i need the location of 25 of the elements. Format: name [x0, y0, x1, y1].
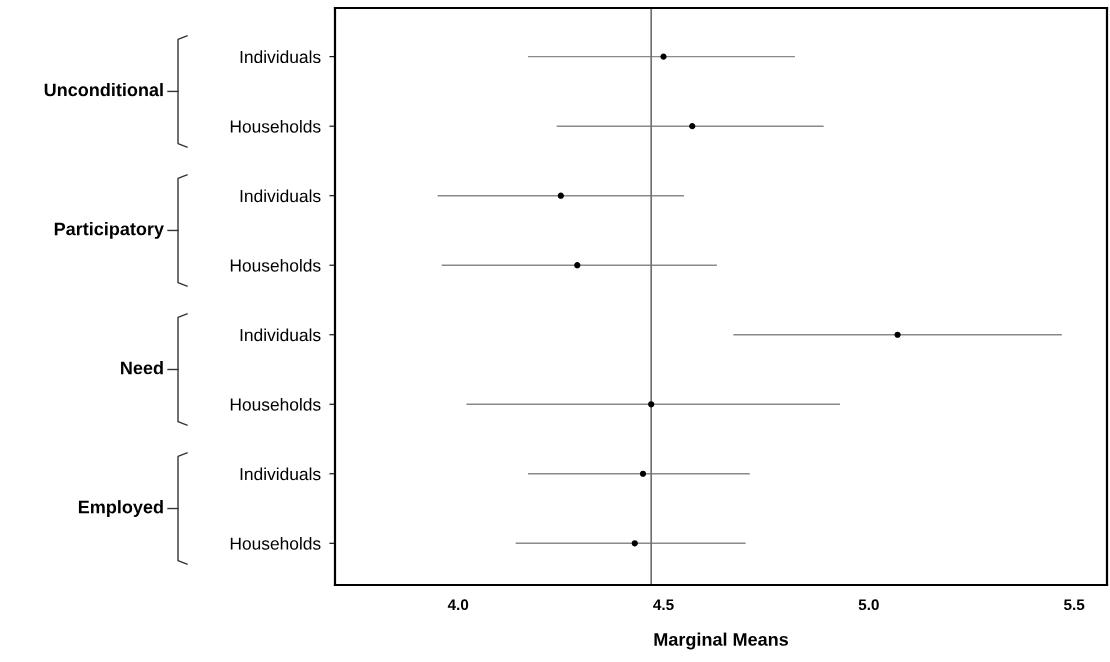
- y-tick-label: Individuals: [240, 467, 321, 481]
- y-tick-label: Individuals: [240, 328, 321, 342]
- x-axis-title: Marginal Means: [654, 632, 788, 650]
- y-tick-label: Households: [230, 119, 321, 133]
- x-tick-label: 4.5: [653, 599, 674, 611]
- x-tick-label: 4.0: [447, 599, 469, 611]
- y-tick-label: Households: [230, 258, 321, 272]
- x-tick-label: 5.0: [858, 599, 879, 611]
- point: [631, 540, 638, 547]
- point: [689, 123, 696, 130]
- point: [557, 192, 564, 199]
- x-tick-label: 5.5: [1064, 599, 1085, 611]
- text: Need: [121, 361, 163, 375]
- point: [648, 401, 655, 408]
- text: Employed: [78, 500, 163, 517]
- point: [894, 331, 901, 338]
- point: [574, 262, 581, 269]
- text: Unconditional: [44, 83, 163, 97]
- y-tick-label: Individuals: [240, 189, 321, 203]
- text: Participatory: [54, 222, 164, 239]
- point: [639, 470, 647, 477]
- point: [660, 53, 667, 60]
- y-tick-label: Households: [230, 397, 321, 411]
- y-tick-label: Households: [230, 537, 321, 550]
- y-tick-label: Individuals: [240, 50, 321, 64]
